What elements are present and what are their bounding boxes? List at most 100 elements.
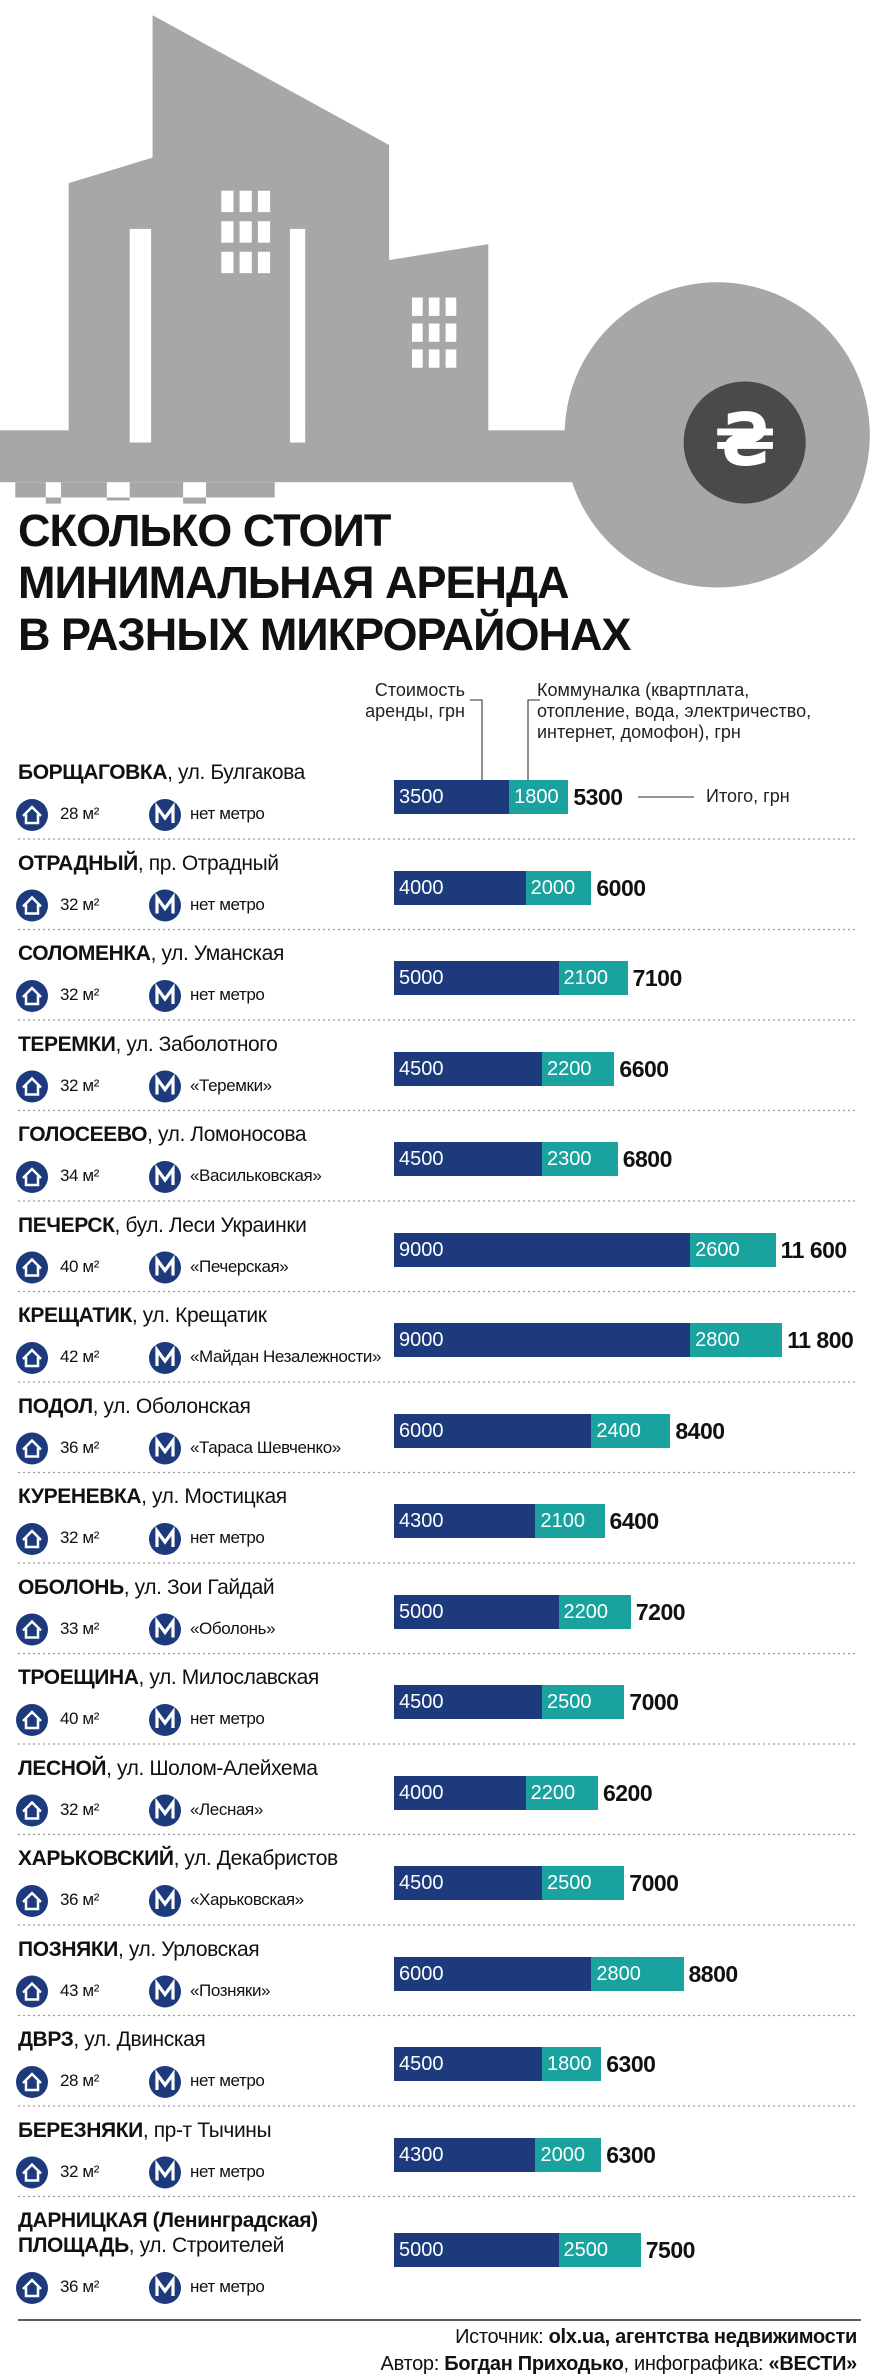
street: , пр-т Тычины bbox=[142, 2118, 272, 2142]
metro: «Позняки» bbox=[190, 1980, 271, 2000]
bar-segment: 4500 bbox=[394, 1051, 543, 1086]
district-name: СОЛОМЕНКА, ул. Уманская bbox=[18, 941, 284, 966]
area-icon bbox=[16, 1613, 48, 1646]
bar-label: 5000 bbox=[399, 967, 444, 989]
bar-label: 2100 bbox=[563, 967, 609, 989]
street: , ул. Урловская bbox=[117, 1937, 260, 1961]
metro-icon-m bbox=[155, 1707, 175, 1728]
area-icon-house bbox=[22, 805, 42, 825]
district: КУРЕНЕВКА bbox=[18, 1485, 142, 1508]
bar-segment: 1800 bbox=[542, 2047, 602, 2081]
area-icon-house bbox=[22, 1619, 42, 1639]
title-line: СКОЛЬКО СТОИТ bbox=[18, 505, 391, 556]
footer-text: , инфографика: bbox=[623, 2353, 769, 2375]
area: 40 м² bbox=[60, 1256, 99, 1276]
district: КРЕЩАТИК bbox=[18, 1304, 132, 1327]
area-icon-house bbox=[22, 895, 42, 915]
area-icon-house bbox=[22, 1257, 42, 1277]
street: , пр. Отрадный bbox=[137, 851, 279, 875]
area: 33 м² bbox=[60, 1618, 99, 1638]
metro-icon-m bbox=[155, 802, 175, 823]
area: 43 м² bbox=[60, 1980, 99, 2000]
area-icon bbox=[16, 1161, 48, 1193]
footer-line: Автор: Богдан Приходько, инфографика: «В… bbox=[381, 2353, 858, 2376]
metro: «Майдан Незалежности» bbox=[190, 1347, 382, 1366]
bar-label: 4300 bbox=[399, 1510, 444, 1532]
district-name: ПЕЧЕРСК, бул. Леси Украинки bbox=[18, 1213, 307, 1238]
metro: нет метро bbox=[190, 1709, 265, 1728]
metro-icon-m bbox=[155, 1526, 175, 1547]
district: ХАРЬКОВСКИЙ bbox=[18, 1847, 174, 1870]
footer-text: Богдан Приходько bbox=[444, 2353, 624, 2375]
total: 11 800 bbox=[787, 1327, 854, 1353]
bar-segment: 2100 bbox=[535, 1504, 605, 1538]
total: 8400 bbox=[675, 1417, 725, 1444]
bar-label: 6000 bbox=[399, 1419, 444, 1442]
district: ДВРЗ bbox=[18, 2028, 74, 2051]
bar-label: 2000 bbox=[540, 2143, 585, 2166]
bar-label: 5000 bbox=[399, 2239, 444, 2261]
area: 36 м² bbox=[60, 1890, 99, 1909]
metro-icon bbox=[149, 1523, 181, 1555]
metro: нет метро bbox=[190, 2071, 265, 2090]
area: 34 м² bbox=[60, 1166, 99, 1185]
bar-label: 1800 bbox=[547, 2053, 592, 2075]
metro-icon-m bbox=[155, 1888, 175, 1909]
area-icon bbox=[16, 2272, 48, 2304]
district-name: ОТРАДНЫЙ, пр. Отрадный bbox=[18, 851, 279, 876]
bar-segment: 1800 bbox=[509, 780, 569, 814]
bar-label: 9000 bbox=[399, 1238, 444, 1261]
district: ОБОЛОНЬ bbox=[18, 1575, 124, 1599]
metro: нет метро bbox=[190, 985, 265, 1004]
metro-icon bbox=[149, 2066, 181, 2098]
metro-icon bbox=[149, 1161, 181, 1193]
total: 7000 bbox=[629, 1870, 679, 1896]
area: 32 м² bbox=[60, 1075, 99, 1095]
footer-text: «ВЕСТИ» bbox=[768, 2353, 858, 2375]
total: 6400 bbox=[609, 1508, 660, 1534]
area-icon-house bbox=[22, 1891, 42, 1911]
bar-label: 4500 bbox=[399, 2053, 444, 2075]
bar-segment: 5000 bbox=[394, 1594, 559, 1629]
district: БЕРЕЗНЯКИ bbox=[18, 2118, 143, 2142]
street: , ул. Зои Гайдай bbox=[123, 1575, 275, 1599]
area: 36 м² bbox=[60, 2277, 99, 2296]
bar-segment: 4000 bbox=[394, 1775, 526, 1810]
total: 6300 bbox=[606, 2141, 656, 2168]
district-name: ГОЛОСЕЕВО, ул. Ломоносова bbox=[18, 1122, 307, 1147]
bar-segment: 9000 bbox=[394, 1323, 691, 1357]
bar-label: 2500 bbox=[563, 2239, 609, 2261]
street: , ул. Декабристов bbox=[173, 1847, 339, 1870]
legend-utilities: Коммуналка (квартплата, отопление, вода,… bbox=[537, 680, 812, 742]
footer-text: Источник: bbox=[455, 2326, 549, 2348]
street: , ул. Оболонская bbox=[92, 1394, 251, 1418]
area: 36 м² bbox=[60, 1437, 99, 1457]
metro: нет метро bbox=[190, 2161, 265, 2181]
area: 28 м² bbox=[60, 804, 99, 823]
district: ПОДОЛ bbox=[18, 1394, 93, 1418]
metro-icon-m bbox=[155, 1345, 175, 1366]
total: 7200 bbox=[635, 1598, 686, 1625]
metro-icon bbox=[149, 1613, 181, 1646]
bar-label: 2500 bbox=[547, 1872, 592, 1894]
bar-segment: 2500 bbox=[542, 1866, 625, 1900]
bar-segment: 6000 bbox=[394, 1413, 592, 1448]
bar-segment: 2000 bbox=[525, 870, 592, 905]
legend-connectors bbox=[470, 699, 694, 798]
bar-label: 2800 bbox=[596, 1962, 641, 1985]
bar-label: 9000 bbox=[399, 1329, 444, 1351]
bar-segment: 6000 bbox=[394, 1956, 592, 1991]
metro: нет метро bbox=[190, 1528, 265, 1547]
district-name: ДВРЗ, ул. Двинская bbox=[18, 2027, 206, 2052]
area: 42 м² bbox=[60, 1347, 99, 1366]
district-name: ПОДОЛ, ул. Оболонская bbox=[18, 1394, 251, 1419]
total: 6200 bbox=[602, 1779, 653, 1806]
metro: «Лесная» bbox=[190, 1799, 263, 1819]
metro-icon bbox=[149, 1432, 181, 1465]
metro: «Харьковская» bbox=[190, 1890, 304, 1909]
metro-icon bbox=[149, 889, 181, 922]
area-icon-house bbox=[22, 2278, 42, 2298]
metro: «Печерская» bbox=[190, 1256, 289, 1276]
area-icon bbox=[16, 980, 48, 1012]
